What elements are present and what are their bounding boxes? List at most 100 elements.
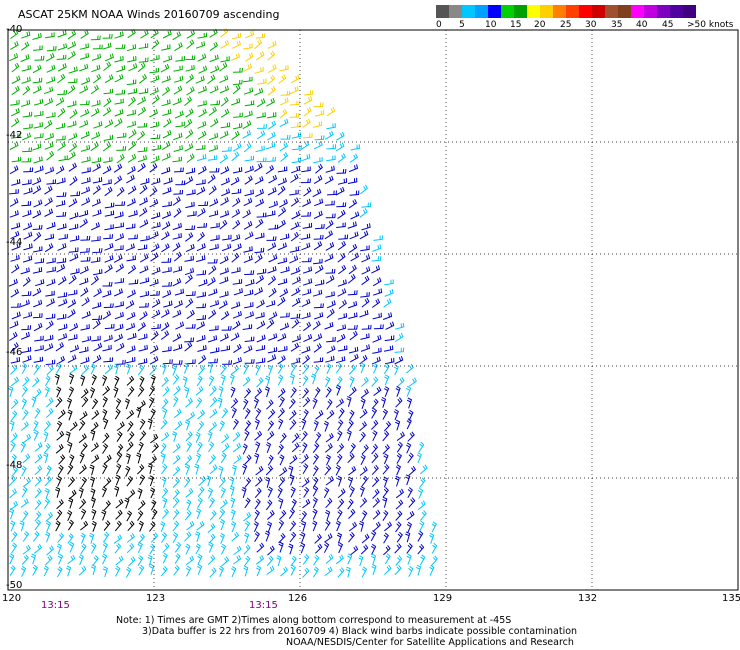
wind-barb [361,324,372,330]
wind-barb [382,510,389,521]
wind-barb [359,466,368,476]
wind-barb [69,235,80,242]
wind-barb [347,476,354,488]
wind-barb [338,407,345,419]
wind-barb [347,177,358,184]
wind-barb [90,108,100,117]
wind-barb [384,564,392,575]
wind-barb [185,129,194,139]
wind-barb [9,165,19,175]
wind-barb [151,144,162,151]
wind-barb [231,97,241,106]
wind-barb [80,247,90,253]
wind-barb [231,407,237,419]
wind-barb [291,276,301,285]
wind-barb [195,431,201,443]
wind-barb [407,487,413,499]
wind-barb [45,359,56,366]
wind-barb [160,309,170,318]
wind-barb [302,133,313,139]
wind-barb [267,454,274,466]
wind-barb [196,314,207,321]
wind-barb [348,465,357,476]
wind-barb [80,508,87,520]
wind-barb [383,545,391,556]
wind-barb [33,420,39,432]
wind-barb [22,409,29,421]
wind-barb [162,201,172,208]
wind-barb [326,345,336,354]
wind-barb [431,555,438,567]
wind-barb [289,454,298,465]
wind-barb [325,475,335,486]
wind-barb [347,290,358,296]
colorbar-label: 25 [560,20,572,30]
wind-barb [114,333,124,342]
wind-barb [207,554,216,565]
wind-barb [419,510,427,521]
wind-barb [34,335,44,342]
wind-barb [209,464,218,475]
wind-barb [266,510,275,520]
wind-barb [267,545,275,556]
wind-barb [198,65,208,74]
wind-barb [359,497,368,508]
wind-barb [209,167,220,173]
wind-barb [300,178,312,184]
wind-barb [326,144,337,150]
wind-barb [219,532,225,544]
wind-barb [93,73,102,84]
wind-barb [161,431,170,442]
wind-barb [382,408,389,420]
wind-barb [194,463,200,475]
wind-barb [22,355,32,363]
wind-barb [359,485,365,497]
wind-barb [175,180,186,186]
wind-barb [408,566,414,578]
wind-barb [185,201,195,209]
wind-barb [185,108,194,118]
wind-barb [280,134,291,140]
wind-barb [267,120,277,130]
wind-barb [405,363,414,374]
wind-barb [185,167,196,175]
wind-barb [78,210,89,218]
map-frame [7,29,739,591]
wind-barb [349,376,355,388]
wind-barb [57,409,66,420]
wind-barb [68,247,79,253]
wind-barb [151,177,161,185]
wind-barb [254,176,264,185]
wind-barb [346,429,352,441]
wind-barb [383,363,390,375]
wind-barb [101,486,108,498]
wind-barb [184,386,190,398]
wind-barb [162,407,168,419]
wind-barb [102,542,108,554]
wind-barb [9,565,16,576]
wind-barb [335,142,345,152]
wind-barb [277,387,286,398]
wind-barb [33,122,44,129]
wind-barb [125,300,135,310]
wind-barb [102,408,108,421]
wind-barb [231,151,240,162]
wind-barb [127,264,137,275]
wind-barb [336,222,346,228]
wind-barb [45,555,53,566]
wind-barb [255,408,262,419]
wind-barb [371,407,378,419]
wind-barb [174,110,184,119]
wind-barb [22,311,33,319]
wind-barb [80,324,90,331]
wind-barb [289,113,300,118]
wind-barb [196,520,205,531]
wind-barb [277,355,286,365]
wind-barb [33,356,44,363]
wind-barb [315,410,324,420]
wind-barb [44,142,54,150]
wind-barb [10,342,19,352]
wind-barb [266,555,274,567]
wind-barb [406,521,413,533]
wind-barb [174,288,185,296]
